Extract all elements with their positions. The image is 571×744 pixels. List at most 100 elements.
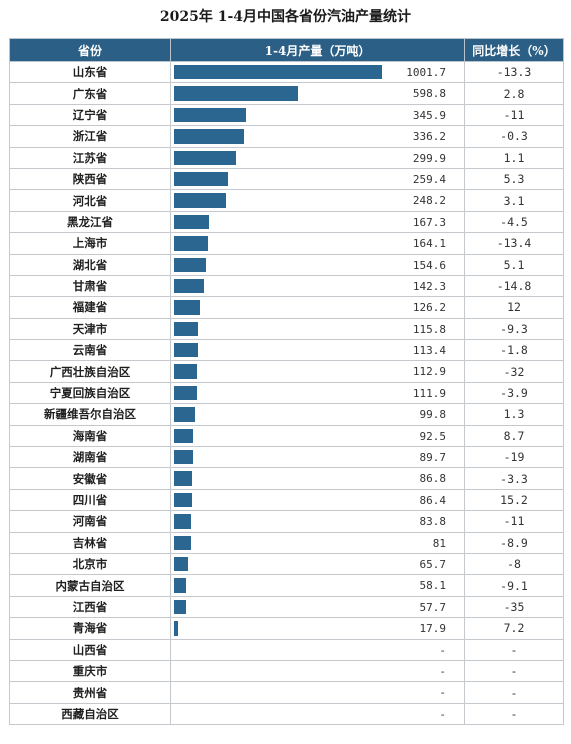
growth-cell: -: [464, 681, 564, 704]
province-cell: 山东省: [9, 60, 171, 84]
province-cell: 西藏自治区: [9, 702, 171, 726]
table-row: 河南省 83.8 -11: [9, 510, 564, 533]
production-table: 省份 1-4月产量（万吨） 同比增长（%） 山东省 1001.7 -13.3 广东省 5…: [9, 38, 564, 726]
growth-cell: -14.8: [464, 274, 564, 298]
province-cell: 辽宁省: [9, 103, 171, 127]
output-cell: 83.8: [170, 510, 465, 533]
output-cell: 65.7: [170, 552, 465, 576]
output-cell: 17.9: [170, 617, 465, 640]
province-cell: 广东省: [9, 82, 171, 105]
output-cell: 598.8: [170, 82, 465, 105]
province-cell: 贵州省: [9, 681, 171, 704]
growth-cell: -: [464, 702, 564, 726]
table-body: 山东省 1001.7 -13.3 广东省 598.8 2.8 辽宁省 345.9 -11 浙江省 3…: [9, 60, 564, 726]
table-row: 陕西省 259.4 5.3: [9, 167, 564, 191]
table-row: 新疆维吾尔自治区 99.8 1.3: [9, 403, 564, 426]
output-bar: [174, 385, 198, 401]
output-bar: [174, 450, 193, 465]
output-cell: 154.6: [170, 253, 465, 276]
growth-cell: -3.9: [464, 381, 564, 405]
output-bar: [174, 214, 209, 230]
output-value-label: -: [439, 707, 446, 721]
growth-cell: -4.5: [464, 210, 564, 234]
table-row: 广西壮族自治区 112.9 -32: [9, 360, 564, 383]
output-value-label: 99.8: [419, 408, 447, 422]
output-cell: 1001.7: [170, 60, 465, 84]
province-cell: 山西省: [9, 638, 171, 661]
table-row: 吉林省 81 -8.9: [9, 531, 564, 554]
output-cell: 86.4: [170, 488, 465, 512]
output-cell: -: [170, 659, 465, 683]
output-bar: [174, 107, 246, 123]
output-cell: 111.9: [170, 381, 465, 405]
column-header-growth: 同比增长（%）: [464, 38, 564, 62]
province-cell: 广西壮族自治区: [9, 360, 171, 383]
table-row: 安徽省 86.8 -3.3: [9, 467, 564, 490]
table-header-row: 省份 1-4月产量（万吨） 同比增长（%）: [9, 38, 564, 62]
growth-cell: -13.3: [464, 60, 564, 84]
output-value-label: 86.8: [419, 472, 447, 486]
output-cell: 126.2: [170, 296, 465, 319]
growth-cell: 5.1: [464, 253, 564, 276]
output-bar: [174, 535, 191, 550]
output-cell: 167.3: [170, 210, 465, 234]
output-bar: [174, 514, 192, 529]
column-header-province: 省份: [9, 38, 171, 62]
table-row: 西藏自治区 - -: [9, 702, 564, 726]
province-cell: 陕西省: [9, 167, 171, 191]
province-cell: 甘肃省: [9, 274, 171, 298]
output-bar: [174, 236, 209, 251]
table-row: 黑龙江省 167.3 -4.5: [9, 210, 564, 234]
table-row: 四川省 86.4 15.2: [9, 488, 564, 512]
output-value-label: 345.9: [412, 108, 446, 122]
growth-cell: -: [464, 659, 564, 683]
growth-cell: -32: [464, 360, 564, 383]
growth-cell: 3.1: [464, 189, 564, 212]
output-value-label: -: [439, 686, 446, 700]
output-cell: 248.2: [170, 189, 465, 212]
output-bar: [174, 492, 192, 508]
growth-cell: -3.3: [464, 467, 564, 490]
table-row: 辽宁省 345.9 -11: [9, 103, 564, 127]
growth-cell: -35: [464, 595, 564, 619]
province-cell: 福建省: [9, 296, 171, 319]
output-cell: 58.1: [170, 574, 465, 597]
growth-cell: -19: [464, 446, 564, 469]
province-cell: 重庆市: [9, 659, 171, 683]
output-value-label: 164.1: [412, 237, 446, 251]
province-cell: 江苏省: [9, 146, 171, 169]
province-cell: 新疆维吾尔自治区: [9, 403, 171, 426]
province-cell: 湖北省: [9, 253, 171, 276]
output-cell: 89.7: [170, 446, 465, 469]
output-bar: [174, 300, 201, 315]
output-bar: [174, 257, 207, 272]
output-bar: [174, 65, 382, 80]
table-row: 海南省 92.5 8.7: [9, 424, 564, 448]
province-cell: 河南省: [9, 510, 171, 533]
growth-cell: -0.3: [464, 125, 564, 148]
output-cell: 142.3: [170, 274, 465, 298]
growth-cell: 1.3: [464, 403, 564, 426]
output-value-label: 89.7: [419, 451, 447, 465]
table-row: 福建省 126.2 12: [9, 296, 564, 319]
output-value-label: 115.8: [412, 322, 446, 336]
output-bar: [174, 621, 178, 636]
output-cell: 112.9: [170, 360, 465, 383]
growth-cell: 1.1: [464, 146, 564, 169]
output-bar: [174, 86, 299, 101]
growth-cell: -: [464, 638, 564, 661]
output-value-label: 598.8: [412, 87, 446, 101]
output-value-label: 111.9: [412, 386, 446, 400]
column-header-output: 1-4月产量（万吨）: [170, 38, 465, 62]
output-cell: 115.8: [170, 317, 465, 341]
output-cell: -: [170, 638, 465, 661]
growth-cell: -8: [464, 552, 564, 576]
table-row: 河北省 248.2 3.1: [9, 189, 564, 212]
growth-cell: 2.8: [464, 82, 564, 105]
output-value-label: 83.8: [419, 515, 447, 529]
output-bar: [174, 171, 228, 187]
province-cell: 四川省: [9, 488, 171, 512]
output-value-label: 65.7: [419, 557, 447, 571]
province-cell: 河北省: [9, 189, 171, 212]
table-row: 广东省 598.8 2.8: [9, 82, 564, 105]
